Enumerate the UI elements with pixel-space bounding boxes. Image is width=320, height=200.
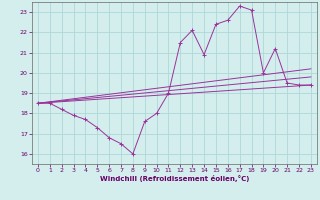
X-axis label: Windchill (Refroidissement éolien,°C): Windchill (Refroidissement éolien,°C) <box>100 175 249 182</box>
